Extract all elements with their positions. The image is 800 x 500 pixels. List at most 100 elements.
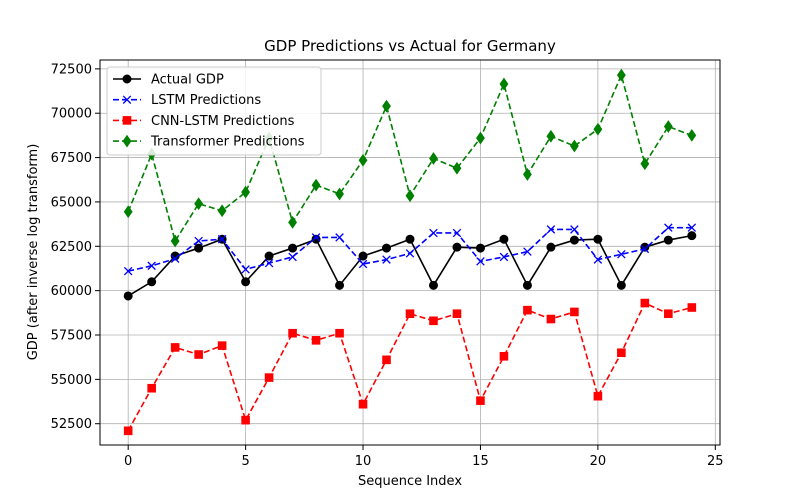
data-point <box>687 223 697 232</box>
x-tick-label: 25 <box>707 454 724 469</box>
y-tick-label: 62500 <box>51 240 92 255</box>
legend: Actual GDP LSTM Predictions CNN-LSTM Predi… <box>106 66 322 156</box>
data-point <box>687 129 697 142</box>
axis-ticks: 0 5 10 15 20 25 52500 55000 57500 60000 62500 65000… <box>51 62 724 469</box>
data-point <box>663 235 673 245</box>
y-tick-label: 70000 <box>51 107 92 122</box>
data-point <box>170 343 180 352</box>
data-point <box>358 259 368 269</box>
data-point <box>452 242 462 252</box>
data-point <box>217 234 227 244</box>
data-point <box>476 131 485 145</box>
data-point <box>523 305 532 315</box>
x-tick-label: 20 <box>590 454 607 469</box>
data-point <box>569 235 579 245</box>
data-point <box>616 68 626 82</box>
y-tick-label: 67500 <box>51 151 92 166</box>
legend-label: Actual GDP <box>151 73 224 88</box>
x-axis-title: Sequence Index <box>358 474 462 489</box>
data-point <box>593 122 603 136</box>
data-point <box>523 247 532 256</box>
data-point <box>593 255 603 264</box>
data-point <box>570 225 579 234</box>
data-point <box>147 261 156 271</box>
data-point <box>546 129 556 143</box>
data-point <box>593 234 603 244</box>
data-point <box>640 298 650 308</box>
series-line <box>128 226 692 272</box>
legend-marker <box>122 134 132 148</box>
y-tick-label: 72500 <box>51 62 92 77</box>
y-tick-label: 57500 <box>51 329 92 344</box>
data-point <box>335 328 344 338</box>
y-tick-label: 60000 <box>51 284 92 299</box>
data-point <box>405 309 415 319</box>
data-point <box>570 307 579 317</box>
data-point <box>569 139 579 153</box>
x-tick-label: 10 <box>355 454 372 469</box>
data-point <box>617 348 626 358</box>
legend-label: CNN-LSTM Predictions <box>151 114 295 129</box>
chart-title: GDP Predictions vs Actual for Germany <box>264 37 556 55</box>
data-point <box>546 242 556 252</box>
data-point <box>288 328 297 338</box>
legend-marker <box>122 95 132 104</box>
data-point <box>335 280 345 290</box>
data-point <box>617 250 626 259</box>
series-line <box>127 234 692 297</box>
data-point <box>264 251 274 261</box>
data-point <box>452 228 462 238</box>
legend-marker <box>122 74 132 84</box>
data-point <box>264 373 274 382</box>
data-point <box>664 309 673 319</box>
data-point <box>288 243 298 253</box>
y-tick-label: 52500 <box>51 417 92 432</box>
data-point <box>405 234 415 244</box>
data-point <box>452 309 462 319</box>
data-point <box>687 231 697 241</box>
data-point <box>593 391 603 401</box>
data-point <box>382 355 391 365</box>
data-point <box>241 265 250 274</box>
data-point <box>147 277 157 287</box>
data-point <box>476 396 485 405</box>
data-point <box>382 255 391 264</box>
data-point <box>546 225 556 234</box>
data-point <box>523 168 532 181</box>
data-point <box>311 336 321 345</box>
data-point <box>382 243 392 253</box>
data-point <box>123 426 133 436</box>
data-point <box>405 189 415 203</box>
data-point <box>429 152 438 165</box>
data-point <box>358 153 368 167</box>
data-point <box>217 341 227 350</box>
data-point <box>499 252 509 262</box>
data-point <box>194 197 204 211</box>
data-point <box>194 350 203 359</box>
data-point <box>194 243 204 253</box>
data-point <box>640 244 650 254</box>
data-point <box>664 223 673 232</box>
y-tick-label: 55000 <box>51 373 92 388</box>
data-point <box>499 234 509 244</box>
data-point <box>616 280 626 290</box>
data-point <box>288 215 297 229</box>
data-point <box>264 258 274 268</box>
data-point <box>288 252 297 262</box>
data-point <box>123 205 133 219</box>
legend-label: LSTM Predictions <box>151 93 261 108</box>
data-point <box>499 351 509 361</box>
legend-box <box>106 66 322 156</box>
data-point <box>335 187 344 201</box>
x-tick-label: 15 <box>472 454 489 469</box>
data-point <box>499 77 509 91</box>
series-line <box>127 302 693 432</box>
data-point <box>311 234 321 244</box>
data-point <box>335 233 344 242</box>
y-axis-title: GDP (after inverse log transform) <box>26 144 41 361</box>
data-point <box>241 185 251 199</box>
data-point <box>382 99 391 113</box>
data-point <box>476 257 485 266</box>
legend-marker <box>122 116 132 125</box>
